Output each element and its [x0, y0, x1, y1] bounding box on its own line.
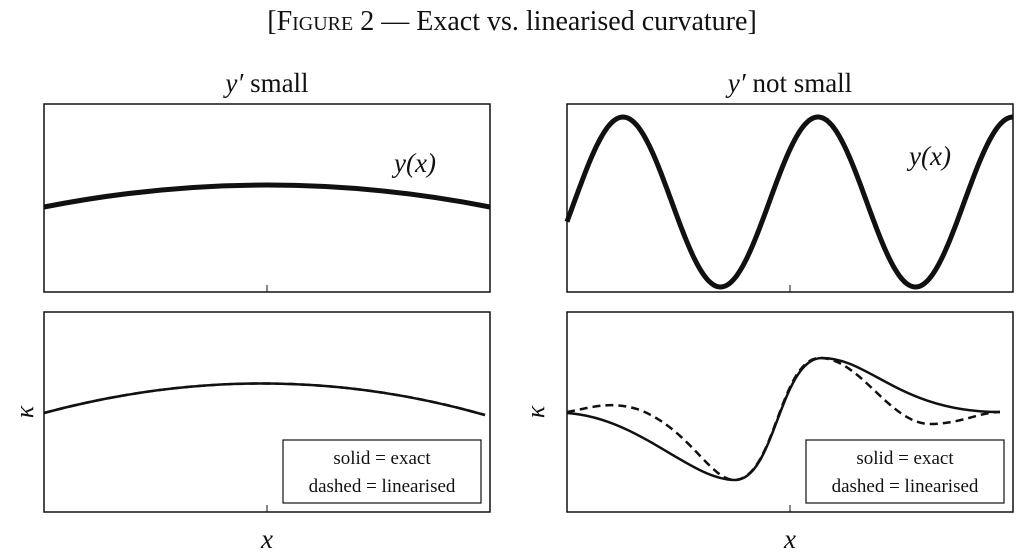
panel-title: y′ small — [222, 68, 308, 98]
y-label: κ — [10, 405, 39, 418]
y-label: κ — [521, 405, 550, 418]
exact-curve — [566, 356, 1001, 482]
legend-entry: solid = exact — [856, 448, 954, 469]
legend-entry: solid = exact — [333, 448, 431, 469]
curve-label: y(x) — [391, 148, 436, 178]
panel-frame — [566, 103, 1014, 293]
linear-curve — [43, 382, 486, 417]
curve — [43, 182, 491, 210]
title-text: not small — [746, 68, 853, 98]
panel-title: y′ not small — [725, 68, 852, 98]
legend-entry: dashed = linearised — [309, 476, 456, 497]
curve-label: y(x) — [906, 141, 951, 171]
legend-box — [282, 439, 482, 504]
title-var: y′ — [222, 68, 244, 98]
title-var: y′ — [725, 68, 747, 98]
title-open: [ — [267, 6, 276, 37]
linear-curve — [566, 356, 1001, 482]
curve — [564, 114, 1014, 290]
legend-entry: dashed = linearised — [832, 476, 979, 497]
title-caps: Figure — [277, 6, 354, 37]
x-label: x — [260, 524, 273, 554]
title-rest: 2 — Exact vs. linearised curvature] — [353, 6, 757, 37]
legend-box — [805, 439, 1005, 504]
title-text: small — [243, 68, 308, 98]
figure-title: [Figure 2 — Exact vs. linearised curvatu… — [267, 6, 757, 37]
x-label: x — [783, 524, 796, 554]
